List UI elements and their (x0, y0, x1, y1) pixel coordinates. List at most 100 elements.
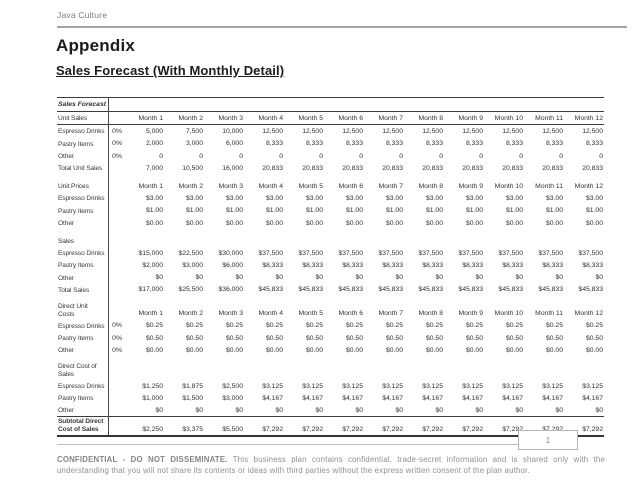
table-row: Espresso Drinks 0% $0.25 $0.25 $0.25 $0.25 $0.… (57, 319, 604, 331)
month-header: Month 8 (418, 182, 443, 190)
confidentiality-notice-bold: CONFIDENTIAL - DO NOT DISSEMINATE. (57, 455, 228, 464)
cell-value: 20,833 (382, 164, 403, 172)
cell-value: 8,333 (345, 140, 363, 148)
cell-value: $45,833 (378, 286, 403, 294)
cell-value: $3.00 (225, 195, 243, 203)
cell-value: $1.00 (505, 207, 523, 215)
month-header: Month 11 (535, 115, 563, 123)
month-header (444, 378, 484, 380)
cell-value: $22,500 (178, 249, 203, 257)
cell-value: $0.25 (305, 322, 323, 330)
cell-value: $0 (315, 407, 323, 415)
row-label: Espresso Drinks (58, 383, 105, 391)
cell-value: $0.00 (385, 346, 403, 354)
cell-value: 8,333 (465, 140, 483, 148)
row-label: Other (58, 274, 74, 282)
row-percent (108, 390, 124, 392)
cell-value: $0 (435, 407, 443, 415)
month-header (564, 245, 604, 247)
cell-value: $0.50 (505, 334, 523, 342)
cell-value: $0.25 (465, 322, 483, 330)
cell-value: $0 (155, 407, 163, 415)
cell-value: $4,167 (542, 395, 563, 403)
cell-value: $3,125 (422, 382, 443, 390)
cell-value: $3.00 (585, 195, 603, 203)
cell-value: 12,500 (542, 128, 563, 136)
footer-divider (57, 444, 518, 445)
table-row: Subtotal Direct Cost of Sales $2,250 $3,37… (57, 416, 604, 435)
cell-value: $37,500 (458, 249, 483, 257)
cell-value: $1,250 (142, 382, 163, 390)
month-header (204, 245, 244, 247)
cell-value: $0.50 (345, 334, 363, 342)
cell-value: $2,500 (222, 382, 243, 390)
table-row: Other $0 $0 $0 $0 $0 $0 $0 $0 $0 $0 $0 $0 (57, 271, 604, 283)
cell-value: $3,125 (302, 382, 323, 390)
cell-value: $4,167 (382, 395, 403, 403)
cell-value: $0 (595, 407, 603, 415)
cell-value: $1,000 (142, 395, 163, 403)
table-section: Unit Prices Month 1 Month 2 Month 3 Month 4 M… (57, 180, 604, 229)
cell-value: $37,500 (258, 249, 283, 257)
cell-value: $0.25 (585, 322, 603, 330)
month-header: Month 6 (338, 182, 363, 190)
cell-value: 0 (359, 152, 363, 160)
cell-value: $0.00 (425, 346, 443, 354)
month-header (404, 378, 444, 380)
month-header: Month 6 (338, 310, 363, 318)
month-header: Month 10 (494, 310, 523, 318)
cell-value: 0 (159, 152, 163, 160)
cell-value: $0.00 (545, 219, 563, 227)
cell-value: 0 (439, 152, 443, 160)
sales-forecast-table: Sales Forecast Unit Sales Month 1 Month 2 M… (57, 97, 604, 438)
cell-value: 20,833 (542, 164, 563, 172)
cell-value: 0 (479, 152, 483, 160)
month-header (244, 378, 284, 380)
cell-value: $3.00 (385, 195, 403, 203)
cell-value: $25,500 (178, 286, 203, 294)
cell-value: $8,333 (422, 262, 443, 270)
cell-value: 12,500 (342, 128, 363, 136)
cell-value: $3,125 (502, 382, 523, 390)
cell-value: $3,125 (542, 382, 563, 390)
cell-value: $0.25 (545, 322, 563, 330)
cell-value: $4,167 (422, 395, 443, 403)
row-label: Subtotal Direct Cost of Sales (58, 418, 104, 434)
month-header: Month 10 (494, 182, 523, 190)
percent-header (108, 317, 124, 319)
row-label: Pastry Items (58, 262, 94, 270)
table-row: Other 0% 0 0 0 0 0 0 0 0 0 0 0 0 (57, 150, 604, 162)
cell-value: $0.00 (145, 346, 163, 354)
row-percent (108, 257, 124, 259)
confidentiality-notice: CONFIDENTIAL - DO NOT DISSEMINATE. This … (57, 455, 605, 477)
month-header: Month 2 (178, 310, 203, 318)
table-section: Direct Cost of Sales Espresso Drinks $1,25… (57, 362, 604, 435)
month-header: Month 8 (418, 115, 443, 123)
table-section: Unit Sales Month 1 Month 2 Month 3 Month 4 Mo… (57, 112, 604, 174)
cell-value: $0.00 (345, 346, 363, 354)
header-divider (57, 26, 627, 28)
row-label: Other (58, 407, 74, 415)
row-percent: 0% (112, 322, 122, 330)
cell-value: $7,292 (262, 426, 283, 434)
month-header: Month 4 (258, 182, 283, 190)
cell-value: $0.50 (465, 334, 483, 342)
cell-value: $8,333 (462, 262, 483, 270)
month-header: Month 9 (458, 115, 483, 123)
month-header: Month 3 (218, 310, 243, 318)
month-header: Month 12 (574, 310, 603, 318)
month-header: Month 12 (574, 182, 603, 190)
cell-value: $0.00 (385, 219, 403, 227)
cell-value: $7,292 (502, 426, 523, 434)
cell-value: $7,292 (302, 426, 323, 434)
cell-value: 0 (519, 152, 523, 160)
cell-value: 16,000 (222, 164, 243, 172)
cell-value: 6,000 (225, 140, 243, 148)
month-header (484, 245, 524, 247)
cell-value: $17,000 (138, 286, 163, 294)
row-label: Total Unit Sales (58, 165, 103, 173)
cell-value: $0.00 (265, 219, 283, 227)
month-header: Month 4 (258, 310, 283, 318)
cell-value: 8,333 (305, 140, 323, 148)
cell-value: $7,292 (422, 426, 443, 434)
